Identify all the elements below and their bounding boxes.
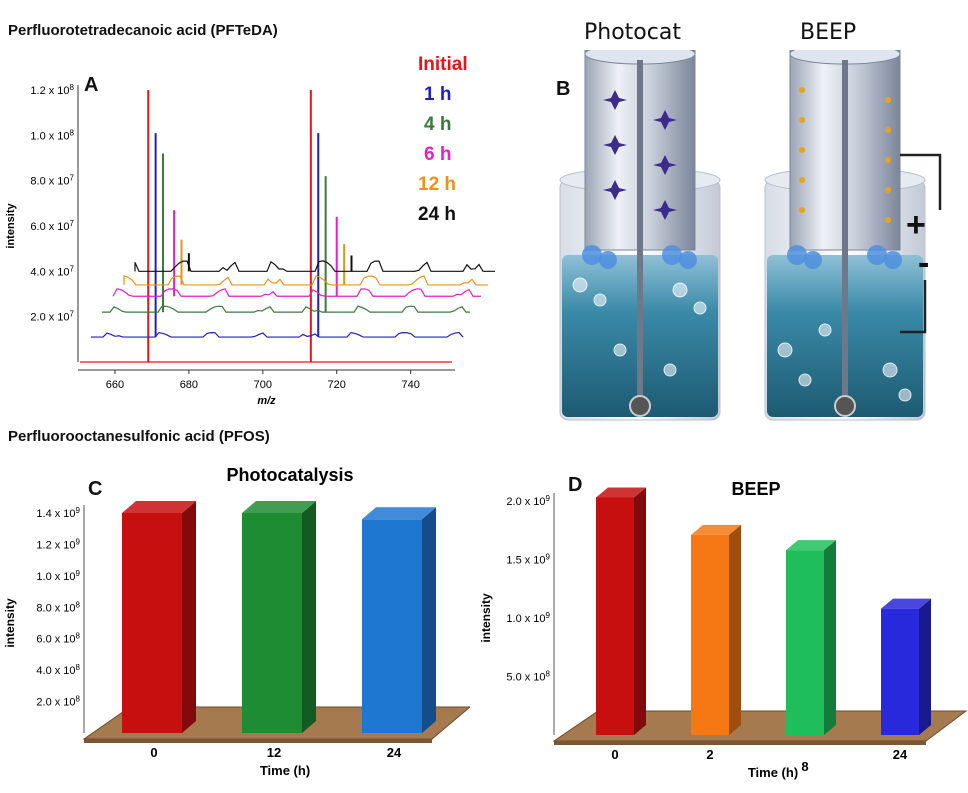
bar-top xyxy=(786,540,836,551)
reactor-diagram xyxy=(559,50,942,421)
bar-side xyxy=(302,501,316,733)
y-tick-label: 1.5 x 109 xyxy=(506,553,550,567)
a-x-tick-label: 660 xyxy=(106,379,124,391)
bar-top xyxy=(881,598,931,609)
bar-side xyxy=(182,501,196,733)
a-series-baseline xyxy=(123,275,488,286)
bar xyxy=(362,519,422,733)
bar xyxy=(881,608,919,735)
a-legend-item: 24 h xyxy=(418,204,457,225)
x-category-label: 2 xyxy=(706,747,713,762)
x-category-label: 0 xyxy=(150,745,157,760)
a-series-baseline xyxy=(134,260,495,272)
chart-d-bars: 5.0 x 108 1.0 x 109 1.5 x 109 2.0 x 109 BEEP… xyxy=(479,479,968,780)
a-legend-item: 4 h xyxy=(424,114,452,135)
a-y-tick-label: 4.0 x 107 xyxy=(30,264,74,278)
beep-reactor xyxy=(764,50,926,421)
floor-edge xyxy=(84,739,432,743)
a-legend-item: 6 h xyxy=(424,144,452,165)
y-axis-label: intensity xyxy=(479,593,493,643)
bottom-section-title: Perfluorooctanesulfonic acid (PFOS) xyxy=(8,428,270,445)
chart-a-spectra: 2.0 x 107 4.0 x 107 6.0 x 107 8.0 x 107 1.0 … xyxy=(5,83,495,407)
chart-c-bars: 2.0 x 108 4.0 x 108 6.0 x 108 8.0 x 108 1.0 … xyxy=(3,465,470,778)
a-series-baseline xyxy=(102,305,470,313)
panel-letter-c: C xyxy=(88,478,103,500)
a-legend-item: 12 h xyxy=(418,174,457,195)
photocat-label: Photocat xyxy=(584,20,681,45)
a-y-axis-label: intensity xyxy=(5,203,17,249)
x-axis-label: Time (h) xyxy=(260,763,310,778)
photocatalyst-markers xyxy=(603,90,677,220)
floor-edge xyxy=(554,741,926,745)
bar-side xyxy=(919,598,931,735)
bar-top xyxy=(242,501,316,513)
bar-top xyxy=(691,524,741,535)
y-tick-label: 6.0 x 108 xyxy=(36,632,80,646)
bar-side xyxy=(824,540,836,735)
bar xyxy=(242,513,302,733)
x-category-label: 12 xyxy=(267,745,281,760)
y-tick-label: 2.0 x 108 xyxy=(36,695,80,709)
panel-letter-a: A xyxy=(84,74,99,96)
x-axis-label: Time (h) xyxy=(748,765,798,780)
bar-top xyxy=(362,507,436,520)
top-section-title: Perfluorotetradecanoic acid (PFTeDA) xyxy=(8,22,278,39)
a-y-tick-label: 6.0 x 107 xyxy=(30,219,74,233)
y-tick-label: 1.0 x 109 xyxy=(36,569,80,583)
y-tick-label: 1.0 x 109 xyxy=(506,611,550,625)
bar xyxy=(691,534,729,735)
a-x-axis-label: m/z xyxy=(257,395,276,407)
a-series-baseline xyxy=(112,288,481,297)
y-tick-label: 4.0 x 108 xyxy=(36,663,80,677)
bar-side xyxy=(634,487,646,735)
bar xyxy=(122,513,182,733)
bar xyxy=(786,550,824,735)
chart-title: Photocatalysis xyxy=(226,465,353,485)
a-x-tick-label: 680 xyxy=(180,379,198,391)
panel-letter-d: D xyxy=(568,474,583,496)
bar-top xyxy=(122,501,196,513)
chart-title: BEEP xyxy=(731,479,780,499)
plus-sign: + xyxy=(906,206,926,244)
a-y-tick-label: 2.0 x 107 xyxy=(30,310,74,324)
a-series-baseline xyxy=(91,331,464,338)
bar-side xyxy=(729,524,741,735)
a-y-tick-label: 1.2 x 108 xyxy=(30,83,74,97)
photocat-reactor xyxy=(559,50,721,421)
bar-side xyxy=(422,507,436,733)
y-tick-label: 8.0 x 108 xyxy=(36,600,80,614)
a-y-tick-label: 1.0 x 108 xyxy=(30,128,74,142)
a-x-tick-label: 700 xyxy=(254,379,272,391)
x-category-label: 24 xyxy=(387,745,402,760)
x-category-label: 0 xyxy=(611,747,618,762)
a-legend-item: Initial xyxy=(418,54,468,75)
y-tick-label: 1.2 x 109 xyxy=(36,537,80,551)
beep-label: BEEP xyxy=(800,20,857,45)
a-x-tick-label: 720 xyxy=(328,379,346,391)
circuit-wire xyxy=(900,153,942,334)
minus-sign: - xyxy=(918,244,930,282)
chart-a-legend: Initial 1 h 4 h 6 h 12 h 24 h xyxy=(418,50,468,230)
bar xyxy=(596,497,634,735)
a-x-tick-label: 740 xyxy=(401,379,419,391)
panel-letter-b: B xyxy=(556,78,571,100)
x-category-label: 8 xyxy=(801,759,808,774)
y-tick-label: 2.0 x 109 xyxy=(506,494,550,508)
y-tick-label: 5.0 x 108 xyxy=(506,670,550,684)
y-tick-label: 1.4 x 109 xyxy=(36,506,80,520)
y-axis-label: intensity xyxy=(3,598,17,648)
bar-top xyxy=(596,487,646,498)
a-legend-item: 1 h xyxy=(424,84,452,105)
a-y-tick-label: 8.0 x 107 xyxy=(30,174,74,188)
x-category-label: 24 xyxy=(893,747,908,762)
